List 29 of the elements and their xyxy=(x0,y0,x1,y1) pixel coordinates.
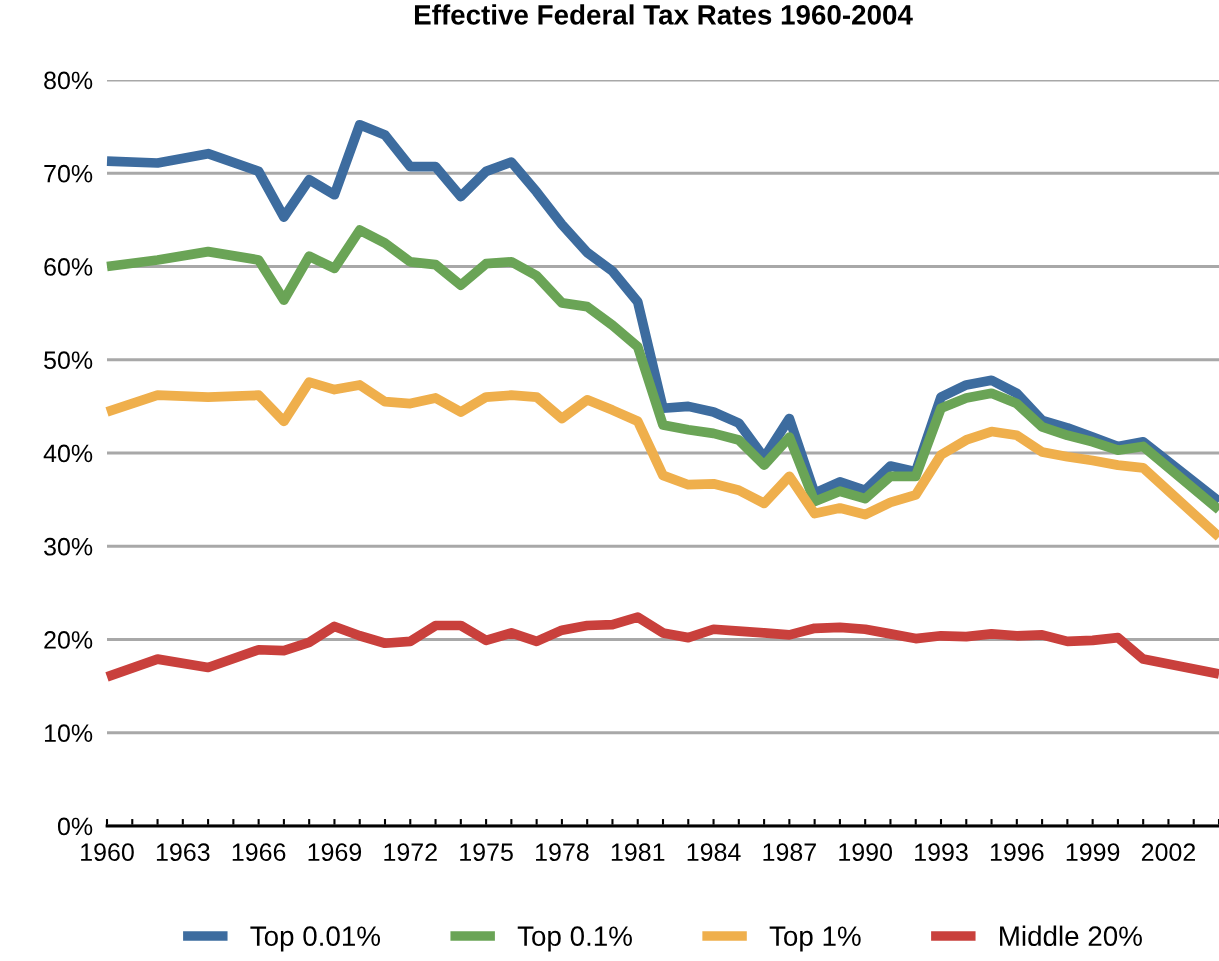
x-tick-label: 2002 xyxy=(1141,843,1196,862)
y-tick-label: 80% xyxy=(44,71,93,90)
x-tick-label: 1981 xyxy=(611,843,665,862)
y-tick-label: 60% xyxy=(44,258,93,276)
y-tick-label: 40% xyxy=(43,444,93,463)
legend-label: Middle 20% xyxy=(1000,925,1142,946)
x-tick-label: 1972 xyxy=(384,843,437,862)
y-tick-label: 30% xyxy=(44,537,93,556)
chart-title: Effective Federal Tax Rates 1960-2004 xyxy=(414,4,913,25)
x-tick-label: 1984 xyxy=(687,843,741,862)
x-tick-label: 1996 xyxy=(990,843,1044,862)
legend-label: Top 0.01% xyxy=(250,926,381,952)
x-tick-label: 1990 xyxy=(839,843,893,862)
x-tick-label: 1969 xyxy=(308,843,362,862)
y-tick-label: 20% xyxy=(44,631,93,649)
legend-label: Top 0.1% xyxy=(517,926,632,952)
y-tick-label: 50% xyxy=(44,351,93,370)
y-tick-label: 0% xyxy=(57,817,93,836)
x-tick-label: 1987 xyxy=(763,843,816,862)
x-tick-label: 1978 xyxy=(536,843,589,862)
x-tick-label: 1966 xyxy=(232,843,286,862)
x-tick-label: 1999 xyxy=(1066,843,1120,862)
legend-label: Top 1% xyxy=(769,926,861,952)
y-tick-label: 70% xyxy=(44,164,93,183)
x-tick-label: 1993 xyxy=(915,843,968,862)
x-tick-label: 1963 xyxy=(156,843,210,862)
y-tick-label: 10% xyxy=(44,724,93,743)
x-tick-label: 1960 xyxy=(81,843,134,862)
x-tick-label: 1975 xyxy=(460,843,513,862)
